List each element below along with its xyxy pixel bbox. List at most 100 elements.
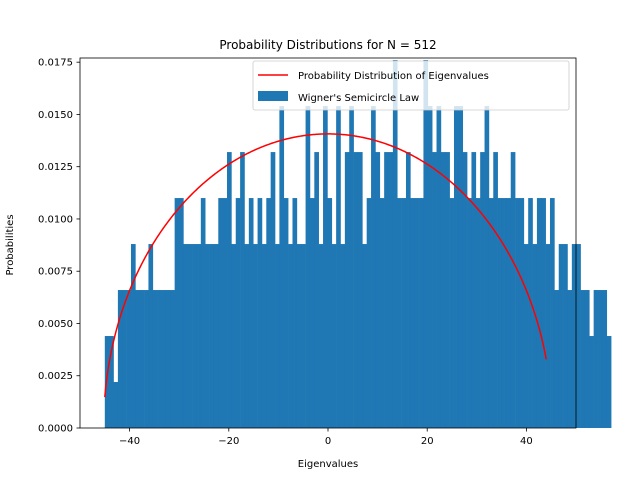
histogram-bar [519, 198, 525, 428]
histogram-bar [349, 106, 354, 428]
histogram-bar [235, 198, 241, 428]
histogram-bar [261, 244, 267, 428]
histogram-bar [331, 244, 337, 428]
histogram-bar [353, 152, 359, 428]
y-axis-ticks: 0.0000 0.0025 0.0050 0.0075 0.0100 0.0125 0.01… [38, 58, 80, 435]
histogram-bar [161, 290, 167, 428]
histogram-bar [371, 106, 376, 428]
legend-bar-swatch [258, 91, 288, 101]
histogram-bar [366, 198, 372, 428]
histogram-bar [270, 152, 276, 428]
histogram-bar [301, 244, 306, 428]
histogram-bar [497, 198, 503, 428]
histogram-bar [344, 152, 350, 428]
histogram-bar [397, 198, 402, 428]
y-tick-label: 0.0025 [38, 371, 73, 382]
histogram-bar [104, 336, 110, 428]
histogram-bar [515, 198, 520, 428]
x-tick-label: 20 [421, 436, 434, 447]
histogram-bar [309, 198, 315, 428]
histogram-bar [240, 152, 245, 428]
histogram-bar [580, 290, 586, 428]
histogram-bar [196, 244, 202, 428]
histogram-bar [567, 290, 573, 428]
histogram-bar [467, 198, 472, 428]
histogram-bar [170, 290, 175, 428]
histogram-bar [401, 198, 407, 428]
histogram-bar [227, 152, 232, 428]
histogram-bar [475, 198, 481, 428]
x-tick-label: 40 [520, 436, 533, 447]
histogram-bar [323, 106, 328, 428]
histogram-bar [480, 152, 485, 428]
histogram-bar [536, 198, 542, 428]
histogram-bar [488, 198, 494, 428]
histogram-bar [183, 244, 189, 428]
histogram-bar [253, 244, 258, 428]
histogram-bar [327, 198, 333, 428]
histogram-bar [165, 290, 171, 428]
x-tick-label: 0 [325, 436, 331, 447]
histogram-bar [336, 106, 341, 428]
histogram-bar [244, 244, 250, 428]
histogram-bar [205, 244, 210, 428]
histogram-bar [379, 198, 385, 428]
histogram-bar [113, 382, 119, 428]
histogram-bar [179, 198, 184, 428]
histogram-bar [532, 244, 538, 428]
histogram-bar [563, 244, 568, 428]
histogram-bar [279, 106, 285, 428]
histogram-bar [545, 244, 551, 428]
histogram-bar [340, 244, 346, 428]
histogram-bar [471, 152, 477, 428]
y-tick-label: 0.0100 [38, 214, 73, 225]
histogram-bar [510, 152, 516, 428]
histogram-bar [362, 244, 367, 428]
x-axis-ticks: −40 −20 0 20 40 [119, 428, 533, 447]
histogram-bar [122, 290, 127, 428]
histogram-bar [427, 106, 433, 428]
histogram-bar [419, 198, 424, 428]
histogram-bar [174, 198, 180, 428]
histogram-bar [283, 198, 289, 428]
histogram-bar [462, 152, 468, 428]
histogram-bar [109, 336, 114, 428]
histogram-bar [423, 60, 429, 429]
y-tick-label: 0.0175 [38, 58, 73, 69]
histogram-bar [493, 152, 498, 428]
semicircle-curve [104, 133, 547, 398]
curve-layer [104, 133, 547, 398]
histogram-bars [104, 60, 612, 429]
y-tick-label: 0.0125 [38, 162, 73, 173]
histogram-bar [554, 290, 560, 428]
x-tick-label: −40 [119, 436, 140, 447]
histogram-bar [292, 198, 298, 428]
histogram-bar [528, 198, 533, 428]
histogram-bar [148, 244, 154, 428]
histogram-bar [213, 244, 219, 428]
histogram-bar [589, 336, 594, 428]
histogram-bar [130, 244, 136, 428]
y-tick-label: 0.0075 [38, 267, 73, 278]
histogram-bar [117, 290, 123, 428]
histogram-bar [248, 198, 254, 428]
histogram-bar [436, 106, 442, 428]
histogram-bar [318, 244, 324, 428]
histogram-bar [275, 244, 280, 428]
histogram-bar [152, 290, 158, 428]
histogram-bar [501, 198, 507, 428]
histogram-bar [296, 244, 302, 428]
histogram-bar [384, 152, 389, 428]
histogram-bar [200, 198, 206, 428]
legend-box [252, 60, 570, 111]
histogram-bar [506, 198, 512, 428]
histogram-bar [231, 244, 237, 428]
histogram-bar [598, 290, 603, 428]
histogram-bar [593, 290, 599, 428]
legend: Probability Distribution of Eigenvalues … [252, 60, 570, 111]
histogram-bar [218, 198, 223, 428]
legend-label-curve: Probability Distribution of Eigenvalues [298, 71, 489, 82]
histogram-bar [541, 198, 546, 428]
histogram-bar [139, 290, 145, 428]
